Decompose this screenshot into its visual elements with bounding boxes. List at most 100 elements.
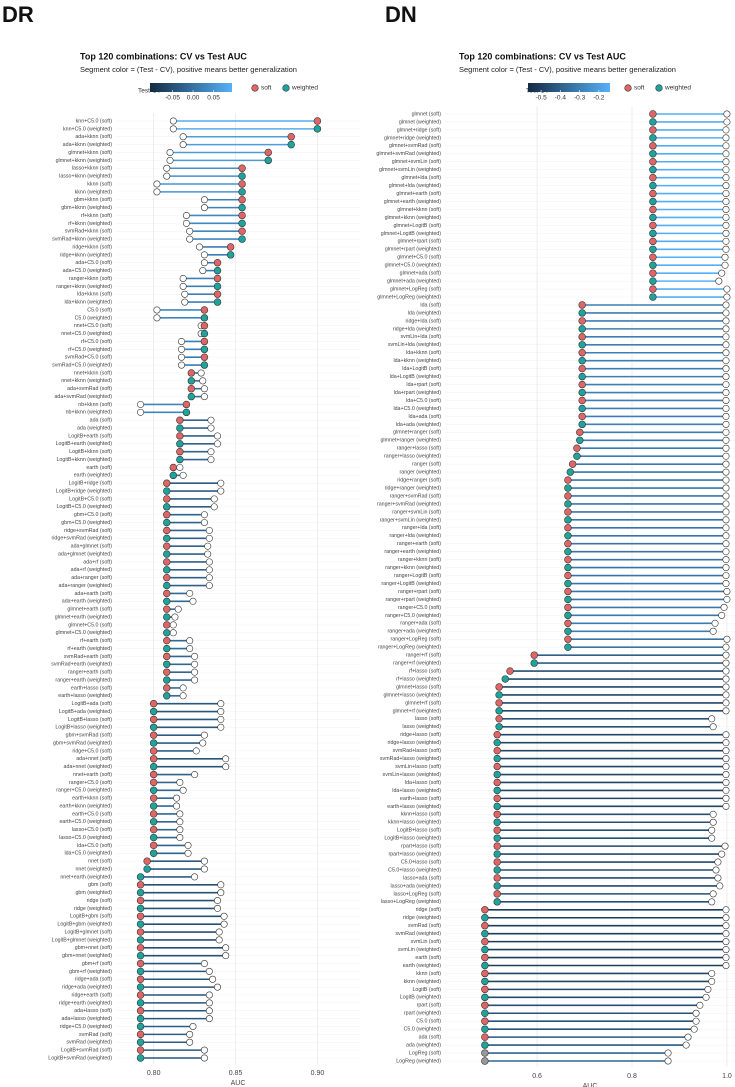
row-label: ridge+svmRad (soft) bbox=[64, 528, 112, 534]
cv-point bbox=[220, 912, 228, 920]
cv-point bbox=[191, 676, 199, 684]
test-point bbox=[493, 882, 501, 890]
row-label: glmnet+rpart (weighted) bbox=[385, 247, 441, 253]
test-point bbox=[649, 126, 657, 134]
row-label: gbm+rf (weighted) bbox=[69, 969, 112, 975]
cv-point bbox=[181, 290, 189, 298]
test-point bbox=[493, 731, 501, 739]
row-label: lda+LogitB (weighted) bbox=[390, 374, 442, 380]
test-point bbox=[493, 770, 501, 779]
cv-point bbox=[722, 142, 730, 150]
cv-point bbox=[200, 196, 208, 204]
row-label: LogitB+earth (weighted) bbox=[56, 441, 113, 447]
row-label: earth+lasso (soft) bbox=[400, 796, 441, 802]
test-point bbox=[149, 825, 158, 834]
cv-point bbox=[722, 373, 730, 381]
cv-point bbox=[153, 306, 161, 314]
row-label: ranger+svmRad (weighted) bbox=[377, 501, 441, 507]
cv-point bbox=[200, 251, 208, 259]
row-label: lasso+LogReg (soft) bbox=[393, 891, 441, 897]
row-label: knn+C5.0 (soft) bbox=[76, 118, 113, 124]
row-label: ridge+ada (weighted) bbox=[62, 985, 112, 991]
test-point bbox=[481, 906, 489, 914]
row-label: C5.0+lasso (weighted) bbox=[388, 867, 441, 873]
test-point bbox=[481, 993, 489, 1002]
row-label: LogitB+kknn (soft) bbox=[69, 449, 112, 455]
colorbar-tick-label: -0.5 bbox=[535, 95, 547, 102]
test-point bbox=[649, 237, 657, 246]
test-point bbox=[163, 636, 171, 645]
cv-point bbox=[199, 739, 207, 747]
row-label: svmRad (soft) bbox=[79, 1032, 112, 1038]
cv-point bbox=[722, 182, 730, 190]
row-label: glmnet+lasso (weighted) bbox=[383, 692, 441, 698]
row-label: earth (weighted) bbox=[403, 963, 442, 969]
cv-point bbox=[184, 841, 192, 849]
test-point bbox=[530, 659, 538, 667]
cv-point bbox=[186, 235, 194, 243]
test-point bbox=[149, 723, 158, 731]
test-point bbox=[495, 699, 503, 707]
row-label: nb+kknn (soft) bbox=[78, 402, 112, 408]
cv-point bbox=[709, 818, 717, 826]
row-label: ada+glmnet (weighted) bbox=[58, 551, 112, 557]
row-label: kknn (weighted) bbox=[75, 189, 113, 195]
row-label: ridge+earth (weighted) bbox=[59, 1000, 112, 1006]
cv-point bbox=[196, 243, 204, 251]
test-point bbox=[564, 563, 572, 572]
row-label: gbm (soft) bbox=[88, 882, 112, 888]
test-point bbox=[578, 364, 586, 373]
test-point bbox=[213, 290, 222, 298]
test-point bbox=[136, 999, 145, 1007]
cv-point bbox=[722, 508, 730, 516]
cv-point bbox=[191, 652, 199, 660]
test-point bbox=[481, 1057, 489, 1065]
cv-point bbox=[182, 211, 190, 219]
test-point bbox=[264, 148, 272, 157]
test-point bbox=[649, 293, 657, 301]
test-point bbox=[213, 274, 222, 283]
cv-point bbox=[721, 253, 729, 261]
row-label: glmnet+C5.0 (weighted) bbox=[56, 630, 113, 636]
cv-point bbox=[179, 786, 187, 794]
test-point bbox=[649, 229, 657, 238]
test-point bbox=[649, 205, 657, 214]
test-point bbox=[136, 888, 145, 897]
row-label: ada+ranger (soft) bbox=[71, 575, 112, 581]
row-label: ranger+C5.0 (weighted) bbox=[56, 788, 112, 794]
legend-marker bbox=[282, 84, 290, 92]
cv-point bbox=[722, 786, 730, 794]
test-point bbox=[238, 203, 246, 212]
test-point bbox=[564, 627, 572, 635]
row-label: ridge+ranger (weighted) bbox=[385, 485, 442, 491]
row-label: LogitB+C5.0 (weighted) bbox=[56, 504, 112, 510]
test-point bbox=[576, 428, 584, 437]
cv-point bbox=[222, 944, 230, 952]
row-label: ridge+lda (weighted) bbox=[393, 326, 441, 332]
row-label: LogitB+gbm (soft) bbox=[70, 914, 112, 920]
test-point bbox=[564, 492, 572, 500]
row-label: svmLin (soft) bbox=[411, 939, 442, 945]
cv-point bbox=[722, 540, 730, 548]
cv-point bbox=[173, 802, 181, 810]
x-axis-label: AUC bbox=[583, 1083, 598, 1087]
cv-point bbox=[708, 715, 716, 723]
row-label: earth+kknn (weighted) bbox=[59, 803, 112, 809]
test-point bbox=[176, 455, 184, 464]
row-label: LogitB+lasso (weighted) bbox=[384, 836, 441, 842]
row-label: svmRad+C5.0 (soft) bbox=[65, 355, 112, 361]
chart-title: Top 120 combinations: CV vs Test AUC bbox=[80, 51, 247, 61]
row-label: ada+nnet (weighted) bbox=[64, 764, 113, 770]
test-point bbox=[136, 912, 145, 920]
row-label: LogitB+svmRad (weighted) bbox=[48, 1055, 112, 1061]
test-point bbox=[163, 684, 171, 692]
test-point bbox=[163, 660, 171, 669]
cv-point bbox=[182, 219, 190, 227]
row-label: kknn+lasso (soft) bbox=[401, 812, 441, 818]
row-label: lda+C5.0 (weighted) bbox=[393, 406, 441, 412]
cv-point bbox=[722, 651, 730, 659]
row-label: C5.0+lasso (soft) bbox=[401, 859, 441, 865]
cv-point bbox=[718, 611, 726, 619]
row-label: glmnet+LogReg (weighted) bbox=[377, 294, 441, 300]
cv-point bbox=[205, 582, 213, 590]
